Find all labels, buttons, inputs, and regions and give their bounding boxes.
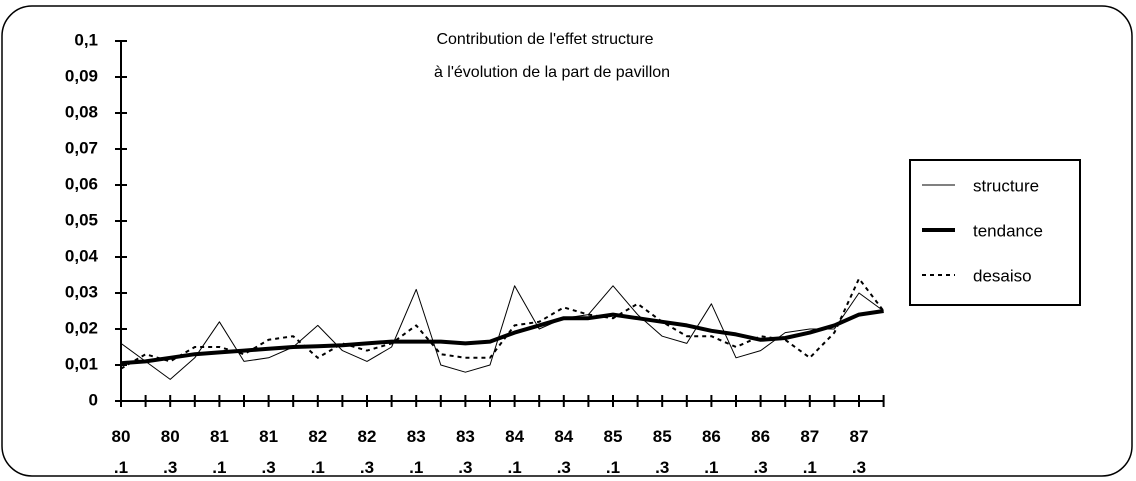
x-tick-label: 87.1 — [800, 427, 819, 477]
y-tick-label: 0,06 — [65, 174, 98, 193]
chart-title: à l'évolution de la part de pavillon — [434, 64, 670, 81]
legend-box — [909, 159, 1081, 306]
legend-label: desaiso — [973, 266, 1032, 285]
y-tick-label: 0,04 — [65, 246, 99, 265]
x-tick-label: 86.1 — [702, 427, 721, 477]
legend-label: tendance — [973, 221, 1043, 240]
x-tick-label: 87.3 — [850, 427, 869, 477]
x-tick-label: 80.1 — [112, 427, 131, 477]
x-tick-label: 84.3 — [554, 427, 573, 477]
x-tick-label: 85.1 — [604, 427, 623, 477]
y-tick-label: 0,1 — [74, 30, 98, 49]
series-line — [120, 277, 885, 370]
x-tick-label: 83.3 — [456, 427, 475, 477]
x-tick-label: 82.1 — [308, 427, 327, 477]
x-tick-label: 85.3 — [653, 427, 672, 477]
frame — [1, 5, 1133, 477]
y-tick-label: 0,01 — [65, 354, 98, 373]
x-tick-label: 82.3 — [358, 427, 377, 477]
x-tick-label: 84.1 — [505, 427, 524, 477]
y-tick-label: 0,05 — [65, 210, 98, 229]
x-tick-label: 83.1 — [407, 427, 426, 477]
y-tick-label: 0,02 — [65, 318, 98, 337]
x-tick-label: 81.1 — [210, 427, 229, 477]
x-tick-label: 81.3 — [259, 427, 278, 477]
x-tick-label: 86.3 — [751, 427, 770, 477]
legend-label: structure — [973, 176, 1039, 195]
x-tick-label: 80.3 — [161, 427, 180, 477]
y-tick-label: 0,07 — [65, 138, 98, 157]
y-tick-label: 0,09 — [65, 66, 98, 85]
series-line — [120, 285, 884, 380]
series-line — [120, 309, 884, 366]
y-tick-label: 0,08 — [65, 102, 98, 121]
y-tick-label: 0,03 — [65, 282, 98, 301]
chart-title: Contribution de l'effet structure — [436, 31, 653, 48]
y-tick-label: 0 — [89, 390, 98, 409]
